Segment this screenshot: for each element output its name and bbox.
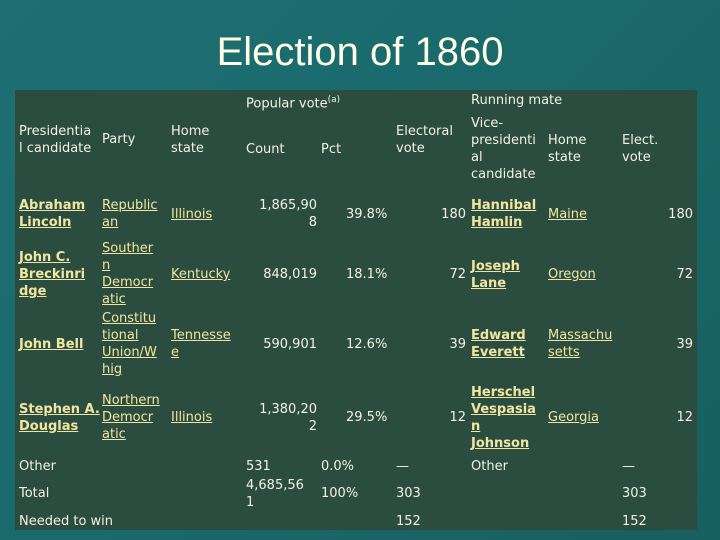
popular-vote-count: 590,901 — [263, 337, 317, 352]
total-vp-electoral-vote: 303 — [622, 486, 647, 501]
electoral-vote: 39 — [449, 337, 466, 352]
slide-title: Election of 1860 — [216, 30, 504, 74]
popular-vote-label: Popular vote — [246, 96, 328, 112]
popular-vote-count: 1,380,20 2 — [259, 402, 317, 434]
total-pct: 100% — [321, 486, 359, 501]
vp-state-link[interactable]: Massachu setts — [548, 328, 613, 360]
total-label: Total — [19, 486, 50, 501]
state-link[interactable]: Tennesse e — [171, 328, 231, 360]
other-label: Other — [19, 459, 56, 474]
vp-candidate-link[interactable]: Herschel Vespasia n Johnson — [471, 385, 536, 451]
vp-electoral-vote: 72 — [676, 267, 693, 282]
candidate-link[interactable]: John C. Breckinri dge — [19, 250, 86, 299]
other-vp-label: Other — [471, 459, 508, 474]
candidate-link[interactable]: Stephen A. Douglas — [19, 402, 100, 434]
running-mate-header: Running mate — [471, 93, 563, 108]
needed-vp-electoral-vote: 152 — [622, 514, 647, 529]
party-link[interactable]: Souther n Democr atic — [102, 241, 154, 307]
vp-candidate-link[interactable]: Joseph Lane — [471, 259, 520, 291]
vp-electoral-vote: 39 — [676, 337, 693, 352]
header-vp-elect-vote: Elect. vote — [622, 133, 659, 165]
vp-electoral-vote: 12 — [676, 410, 693, 425]
state-link[interactable]: Kentucky — [171, 267, 231, 282]
state-link[interactable]: Illinois — [171, 207, 213, 222]
header-pct: Pct — [321, 142, 342, 157]
electoral-vote: 72 — [449, 267, 466, 282]
electoral-vote: 180 — [441, 207, 466, 222]
total-count: 4,685,56 1 — [246, 478, 304, 510]
popular-vote-count: 1,865,90 8 — [259, 198, 317, 230]
party-link[interactable]: Northern Democr atic — [102, 393, 160, 442]
state-link[interactable]: Illinois — [171, 410, 213, 425]
popular-vote-pct: 39.8% — [346, 207, 388, 222]
vp-state-link[interactable]: Maine — [548, 207, 588, 222]
header-party: Party — [102, 132, 136, 147]
popular-vote-pct: 12.6% — [346, 337, 388, 352]
needed-electoral-vote: 152 — [396, 514, 421, 529]
header-electoral-vote: Electoral vote — [396, 124, 453, 156]
vp-electoral-vote: 180 — [668, 207, 693, 222]
popular-vote-pct: 18.1% — [346, 267, 388, 282]
header-vp-candidate: Vice- presidenti al candidate — [471, 116, 536, 182]
other-vp-electoral-vote: — — [622, 459, 635, 474]
header-count: Count — [246, 142, 285, 157]
vp-state-link[interactable]: Georgia — [548, 410, 599, 425]
electoral-vote: 12 — [449, 410, 466, 425]
popular-vote-pct: 29.5% — [346, 410, 388, 425]
candidate-link[interactable]: John Bell — [19, 337, 84, 352]
party-link[interactable]: Republic an — [102, 198, 158, 230]
party-link[interactable]: Constitu tional Union/W hig — [102, 311, 157, 377]
other-electoral-vote: — — [396, 459, 409, 474]
vp-state-link[interactable]: Oregon — [548, 267, 596, 282]
header-vp-home-state: Home state — [548, 133, 587, 165]
header-candidate: Presidentia l candidate — [19, 124, 92, 156]
total-electoral-vote: 303 — [396, 486, 421, 501]
popular-vote-header: Popular vote(a) — [246, 92, 340, 112]
vp-candidate-link[interactable]: Hannibal Hamlin — [471, 198, 537, 230]
vp-candidate-link[interactable]: Edward Everett — [471, 328, 526, 360]
footnote-marker: (a) — [327, 95, 341, 105]
header-home-state: Home state — [171, 124, 210, 156]
needed-label: Needed to win — [19, 514, 114, 529]
results-table: Popular vote(a) Running mate Presidentia… — [15, 90, 697, 530]
candidate-link[interactable]: Abraham Lincoln — [19, 198, 86, 230]
other-pct: 0.0% — [321, 459, 355, 474]
other-count: 531 — [246, 459, 271, 474]
popular-vote-count: 848,019 — [263, 267, 317, 282]
